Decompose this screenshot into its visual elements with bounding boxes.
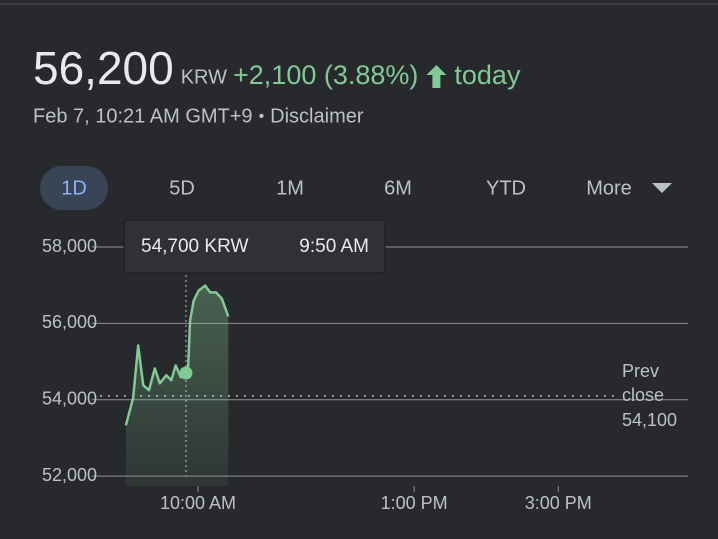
tooltip-price: 54,700 KRW (141, 236, 248, 257)
area (125, 285, 229, 486)
disclaimer-link[interactable]: Disclaimer (270, 105, 364, 127)
x-tick-label: 1:00 PM (381, 493, 448, 513)
tooltip-time: 9:50 AM (299, 236, 369, 257)
y-tick-label: 52,000 (42, 465, 97, 485)
x-tick-label: 10:00 AM (160, 493, 236, 513)
chart: 52,000 54,000 56,000 58,000 10:00 AM 1:00 PM 3… (42, 219, 688, 513)
price-line (124, 284, 230, 426)
y-tick-label: 56,000 (42, 312, 97, 332)
y-tick-label: 58,000 (42, 236, 97, 256)
x-tick-label: 3:00 PM (525, 493, 592, 513)
date: Feb 7, 10:21 AM GMT+9 (33, 105, 253, 127)
tab[interactable]: 1D (61, 177, 87, 199)
prev-close-title: close (622, 385, 664, 405)
range-tabs: 1D 5D 1M 6M YTD More (40, 166, 672, 210)
hover-point (179, 366, 193, 380)
change: +2,100 (3.88%) (233, 60, 418, 90)
tooltip-box (123, 219, 386, 274)
tab[interactable]: YTD (486, 177, 526, 199)
more-caret (652, 183, 672, 193)
y-tick-label: 54,000 (42, 388, 97, 408)
separator: • (259, 108, 265, 125)
prev-close-title: Prev (622, 361, 659, 381)
up-arrow (426, 65, 447, 88)
tab-selected-bg (40, 166, 108, 210)
header: 56,200 KRW +2,100 (3.88%) today Feb 7, 1… (33, 42, 521, 127)
tab[interactable]: 6M (384, 177, 412, 199)
prev-close-value: 54,100 (622, 410, 677, 430)
currency: KRW (181, 66, 227, 88)
price: 56,200 (33, 42, 174, 94)
tab[interactable]: 5D (169, 177, 195, 199)
period: today (454, 60, 521, 90)
tab[interactable]: 1M (276, 177, 304, 199)
tab[interactable]: More (586, 177, 632, 199)
